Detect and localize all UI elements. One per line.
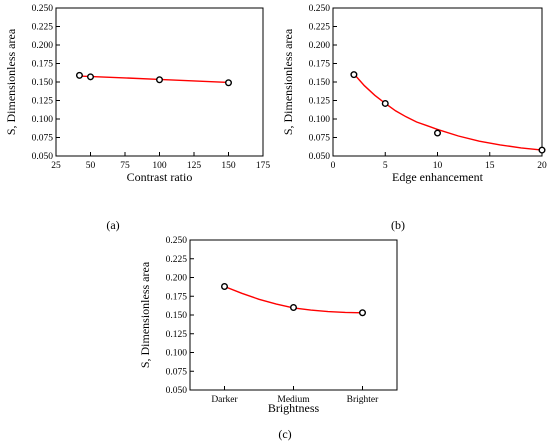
panel-a-x-tick-label: 150	[221, 161, 236, 171]
panel-a-x-tick-label: 175	[256, 161, 271, 171]
panel-a-panel-label: (a)	[106, 218, 119, 232]
panel-a-x-tick-label: 75	[120, 161, 130, 171]
panel-c-x-tick-label: Brighter	[347, 395, 379, 405]
panel-b-panel-label: (b)	[391, 218, 405, 232]
panel-b-y-tick-label: 0.200	[309, 41, 331, 51]
panel-a-x-tick-label: 25	[51, 161, 61, 171]
panel-c-x-axis-label: Brightness	[268, 401, 320, 415]
panel-a-y-axis-label: S, Dimensionless area	[4, 28, 18, 135]
panel-b-y-tick-label: 0.100	[309, 115, 331, 125]
panel-b-y-axis-label: S, Dimensionless area	[281, 28, 295, 135]
panel-b-x-tick-label: 20	[537, 161, 547, 171]
panel-c-data-point	[359, 309, 367, 317]
panel-a-y-tick-label: 0.250	[32, 4, 54, 14]
panel-a-x-tick-label: 50	[86, 161, 96, 171]
panel-c-y-tick-label: 0.100	[166, 349, 188, 359]
panel-c-y-tick-label: 0.250	[166, 236, 188, 246]
panel-b-data-point	[381, 99, 389, 107]
panel-b-x-tick-label: 0	[331, 161, 336, 171]
panel-b-y-tick-label: 0.125	[309, 97, 331, 107]
panel-a-data-point	[155, 76, 163, 84]
panel-a-x-tick-label: 125	[187, 161, 202, 171]
panel-b-y-tick-label: 0.250	[309, 4, 331, 14]
panel-c-y-tick-label: 0.075	[166, 367, 188, 377]
panel-b-x-tick-label: 15	[485, 161, 495, 171]
panel-c-y-tick-label: 0.175	[166, 292, 188, 302]
panel-c-data-point	[290, 304, 298, 312]
panel-a-y-tick-label: 0.150	[32, 78, 54, 88]
panel-b-x-tick-label: 5	[383, 161, 388, 171]
panel-a-data-point	[75, 71, 83, 79]
panel-c-y-tick-label: 0.200	[166, 274, 188, 284]
panel-b-data-point	[350, 71, 358, 79]
panel-c-y-tick-label: 0.225	[166, 255, 188, 265]
panel-b-fit-curve	[353, 73, 543, 151]
panel-b-data-point	[538, 146, 546, 154]
panel-c-x-tick-label: Darker	[211, 395, 238, 405]
panel-c-plot-frame	[189, 239, 398, 391]
panel-a-y-tick-label: 0.175	[32, 60, 54, 70]
panel-a-y-tick-label: 0.225	[32, 23, 54, 33]
panel-a-x-axis-label: Contrast ratio	[127, 170, 193, 184]
panel-b-y-tick-label: 0.225	[309, 23, 331, 33]
panel-c-y-axis-label: S, Dimensionless area	[138, 261, 152, 368]
panel-a-x-tick-label: 100	[152, 161, 167, 171]
panel-b-x-tick-label: 10	[433, 161, 443, 171]
panel-b-y-tick-label: 0.075	[309, 134, 331, 144]
panel-c-data-point	[220, 283, 228, 291]
panel-c-panel-label: (c)	[278, 427, 291, 441]
panel-a-y-tick-label: 0.200	[32, 41, 54, 51]
panel-a-y-tick-label: 0.125	[32, 97, 54, 107]
panel-b-y-tick-label: 0.175	[309, 60, 331, 70]
panel-a-fit-curve	[79, 75, 229, 84]
panel-a-y-tick-label: 0.075	[32, 134, 54, 144]
panel-b-y-tick-label: 0.050	[309, 152, 331, 162]
panel-a-data-point	[224, 79, 232, 87]
panel-b-x-axis-label: Edge enhancement	[392, 170, 484, 184]
panel-b-y-tick-label: 0.150	[309, 78, 331, 88]
panel-b-data-point	[434, 129, 442, 137]
panel-c-y-tick-label: 0.050	[166, 386, 188, 396]
panel-a-y-tick-label: 0.050	[32, 152, 54, 162]
panel-c-y-tick-label: 0.150	[166, 311, 188, 321]
panel-a-y-tick-label: 0.100	[32, 115, 54, 125]
panel-c-x-tick-label: Medium	[277, 395, 310, 405]
panel-a-data-point	[86, 73, 94, 81]
panel-c-y-tick-label: 0.125	[166, 330, 188, 340]
